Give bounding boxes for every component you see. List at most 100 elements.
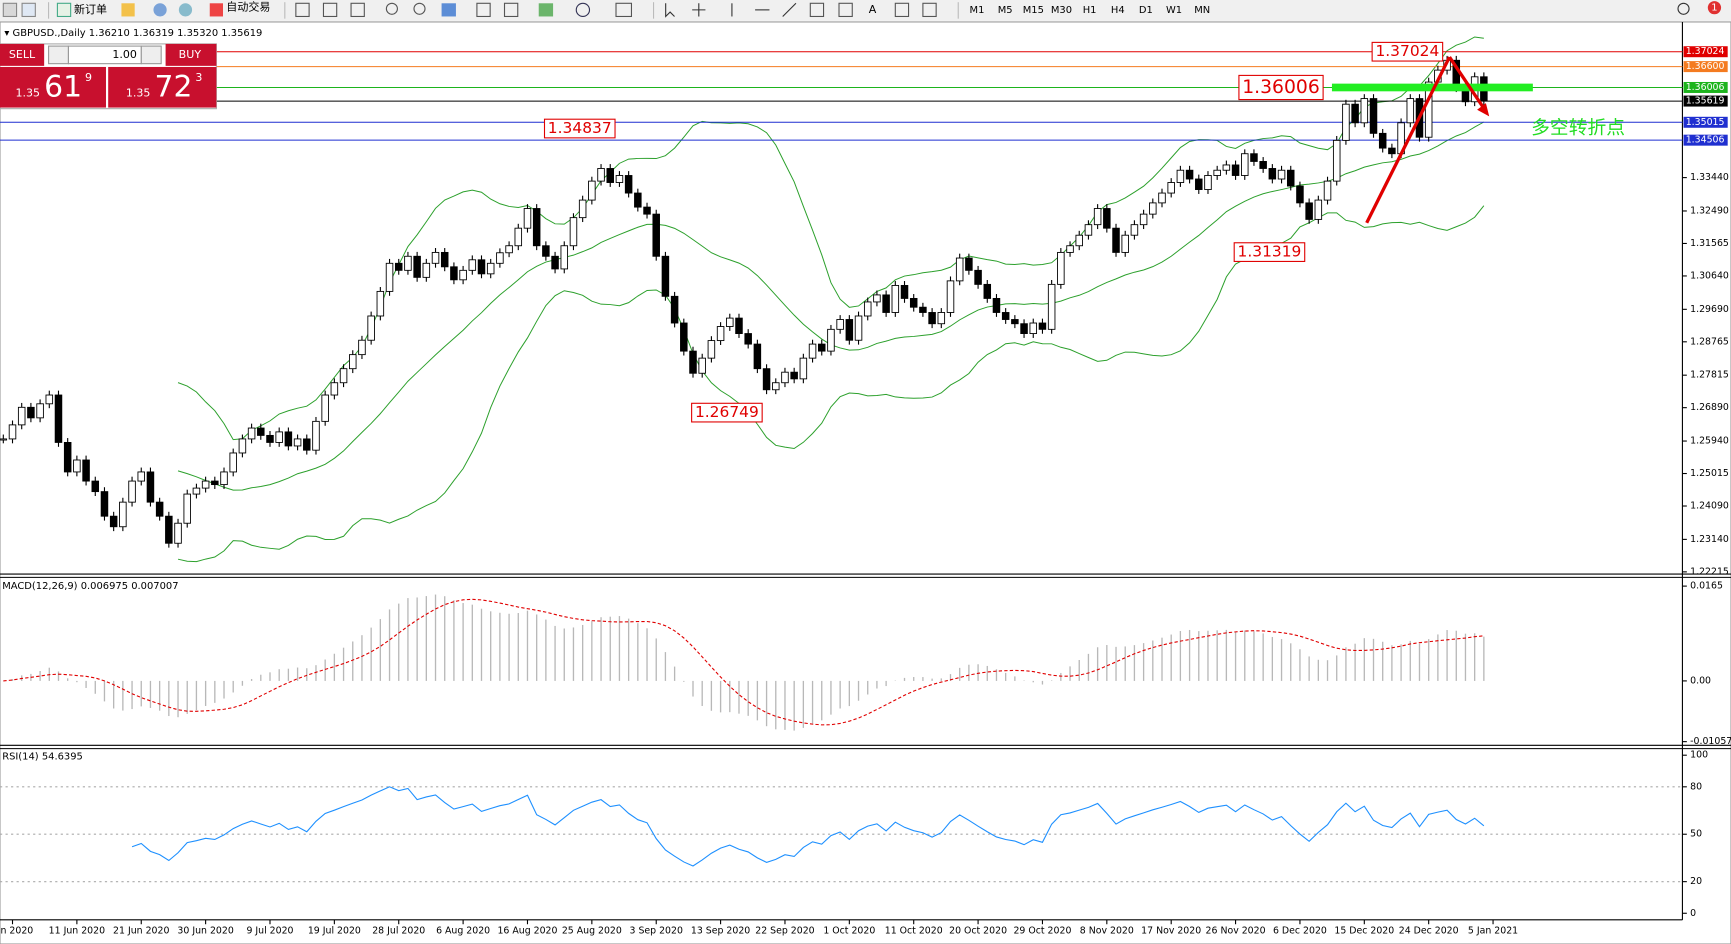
candle: [54, 394, 63, 443]
candle: [0, 438, 8, 441]
icon[interactable]: [615, 2, 633, 18]
timeframe[interactable]: M15: [1023, 5, 1044, 16]
candle: [468, 259, 477, 271]
candle: [827, 328, 835, 352]
candle: [303, 438, 311, 451]
candle: [1139, 213, 1148, 226]
candle: [1167, 182, 1175, 194]
lot-value[interactable]: 1.00: [112, 48, 137, 61]
candle: [900, 284, 909, 299]
candle: [404, 255, 412, 271]
alerts-badge[interactable]: [1707, 1, 1722, 15]
annotation-box: [1233, 242, 1306, 262]
macd-label: MACD(12,26,9): [2, 581, 77, 592]
icon[interactable]: [894, 2, 910, 18]
plot: 1.33440 1.32490 1.31565 1.30640 1.29690 1.287…: [0, 36, 1731, 936]
candle: [597, 168, 605, 182]
candle: [1369, 98, 1378, 134]
candle: [1093, 208, 1102, 226]
new-order-icon[interactable]: [56, 2, 72, 18]
icon[interactable]: [782, 2, 797, 17]
sell-label[interactable]: SELL: [9, 48, 36, 61]
icon[interactable]: [21, 2, 36, 18]
timeframe[interactable]: MN: [1194, 5, 1210, 16]
icon[interactable]: [350, 2, 365, 18]
candle: [1047, 283, 1056, 330]
icon[interactable]: [2, 2, 18, 18]
candle: [753, 343, 762, 370]
candle: [854, 315, 863, 341]
candle: [137, 471, 146, 482]
support-bar: [1331, 83, 1533, 92]
icon[interactable]: [503, 2, 519, 18]
sell-prefix: 1.35: [15, 86, 40, 99]
icon[interactable]: [575, 2, 591, 18]
timeframe[interactable]: W1: [1166, 5, 1182, 16]
sell-button[interactable]: [0, 43, 45, 66]
candle: [82, 459, 90, 482]
candle: [863, 301, 872, 317]
y-tick-label: 1.25015: [1690, 468, 1729, 479]
candle: [992, 297, 1001, 313]
buy-button[interactable]: [165, 43, 217, 66]
candle: [165, 515, 173, 544]
icon[interactable]: [413, 2, 426, 15]
candle: [440, 251, 449, 268]
icon[interactable]: [809, 2, 825, 18]
timeframe[interactable]: H4: [1111, 5, 1125, 16]
candle: [1121, 234, 1129, 253]
one-click-panel: SELL 1.00 BUY 1.35 61 9 1.35 72 3: [0, 43, 217, 110]
icon[interactable]: [922, 2, 937, 18]
candle: [1112, 227, 1120, 253]
x-tick-label: 30 Jun 2020: [177, 925, 233, 936]
y-tick-label: 100: [1690, 750, 1708, 761]
icon[interactable]: [838, 2, 853, 18]
timeframe[interactable]: D1: [1139, 5, 1153, 16]
candle: [542, 245, 550, 257]
icon[interactable]: [476, 2, 491, 18]
candle: [1158, 192, 1166, 204]
icon[interactable]: [692, 3, 706, 17]
lot-up[interactable]: [140, 45, 162, 65]
price-level-box: [1683, 61, 1728, 73]
icon[interactable]: [441, 3, 456, 17]
candle: [882, 294, 890, 313]
lot-down[interactable]: [48, 45, 69, 65]
timeframe[interactable]: M1: [970, 5, 985, 16]
icon[interactable]: [295, 2, 310, 18]
candle: [73, 459, 81, 473]
icon[interactable]: [153, 3, 167, 17]
icon[interactable]: [538, 3, 554, 17]
candle: [1351, 103, 1359, 124]
auto-trading[interactable]: 自动交易: [226, 0, 270, 14]
timeframe[interactable]: M30: [1051, 5, 1072, 16]
search-icon[interactable]: [1677, 2, 1690, 15]
buy-label[interactable]: BUY: [179, 48, 202, 61]
candle: [109, 515, 118, 528]
sell-price-box[interactable]: [0, 66, 106, 108]
timeframe[interactable]: H1: [1083, 5, 1097, 16]
symbol: GBPUSD.,Daily: [13, 28, 86, 39]
icon[interactable]: [178, 3, 193, 17]
price-level-box: [1683, 81, 1728, 93]
candle: [1001, 312, 1010, 320]
candle: [799, 357, 808, 380]
candle: [845, 319, 854, 341]
candle: [946, 280, 955, 313]
candle: [532, 208, 541, 247]
icon[interactable]: [121, 3, 135, 17]
annotation-box: [1371, 41, 1444, 62]
auto-trading-icon[interactable]: [209, 3, 223, 17]
price-level-label: 1.37024: [1686, 46, 1725, 57]
icon[interactable]: A: [869, 3, 877, 16]
candle: [211, 480, 219, 486]
candle: [192, 487, 201, 495]
buy-price-box[interactable]: [108, 66, 217, 108]
new-order[interactable]: 新订单: [74, 2, 107, 16]
icon[interactable]: [665, 3, 675, 18]
icon[interactable]: [385, 2, 398, 15]
alerts-count: 1: [1711, 3, 1717, 14]
icon[interactable]: [322, 2, 338, 18]
timeframe[interactable]: M5: [998, 5, 1013, 16]
candle: [413, 255, 421, 278]
